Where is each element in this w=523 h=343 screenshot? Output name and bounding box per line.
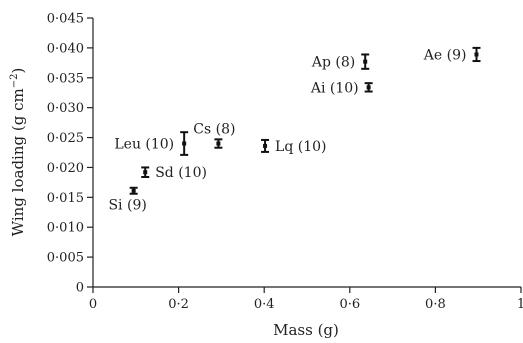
point-marker [363,59,368,64]
y-tick-label: 0·035 [47,71,84,86]
point-label: Cs (8) [193,121,235,137]
point-label: Lq (10) [275,139,326,155]
point-label: Ai (10) [310,80,359,96]
point-label: Ae (9) [423,47,467,63]
x-tick-label: 0·4 [254,297,275,312]
x-tick-label: 0·6 [339,297,360,312]
point-label: Si (9) [108,198,146,214]
point-label: Ap (8) [311,55,355,71]
data-point: Si (9) [108,186,147,214]
axes: 0 0·005 0·010 0·015 0·020 0·025 0·030 0·035 0·04… [47,12,523,313]
data-point: Cs (8) [193,121,235,149]
point-label: Leu (10) [114,137,174,153]
point-marker [263,143,268,148]
y-axis-label-suffix: ) [9,68,27,74]
y-axis-label-main: Wing loading (g cm [9,88,27,236]
data-point: Lq (10) [261,139,327,155]
point-marker [474,52,479,57]
x-tick-label: 0 [89,297,97,312]
y-tick-label: 0·015 [47,191,84,206]
x-tick-label: 0·8 [425,297,446,312]
data-point: Ai (10) [310,80,373,96]
data-point: Sd (10) [141,165,207,181]
data-point: Ap (8) [311,53,370,71]
y-tick-label: 0·020 [47,161,84,176]
x-tick-label: 1 [517,297,523,312]
point-marker [366,85,371,90]
y-axis-label-superscript: −2 [9,74,20,89]
y-tick-label: 0·005 [47,251,84,266]
x-tick-label: 0·2 [168,297,189,312]
point-label: Sd (10) [155,165,207,181]
point-marker [143,170,148,175]
x-axis-label: Mass (g) [273,321,339,339]
point-marker [131,188,136,193]
y-axis-label: Wing loading (g cm−2) [9,68,27,237]
point-marker [216,141,221,146]
y-tick-label: 0·025 [47,131,84,146]
y-tick-label: 0·045 [47,12,84,27]
y-tick-label: 0·010 [47,221,84,236]
y-tick-label: 0 [76,281,84,296]
point-marker [182,141,187,146]
data-point: Ae (9) [423,46,481,63]
y-tick-label: 0·040 [47,41,84,56]
data-marks: Si (9) Sd (10) Leu (10) Cs (8) Lq (10) Ap (8)… [108,46,481,214]
y-tick-label: 0·030 [47,101,84,116]
data-point: Leu (10) [114,131,189,156]
